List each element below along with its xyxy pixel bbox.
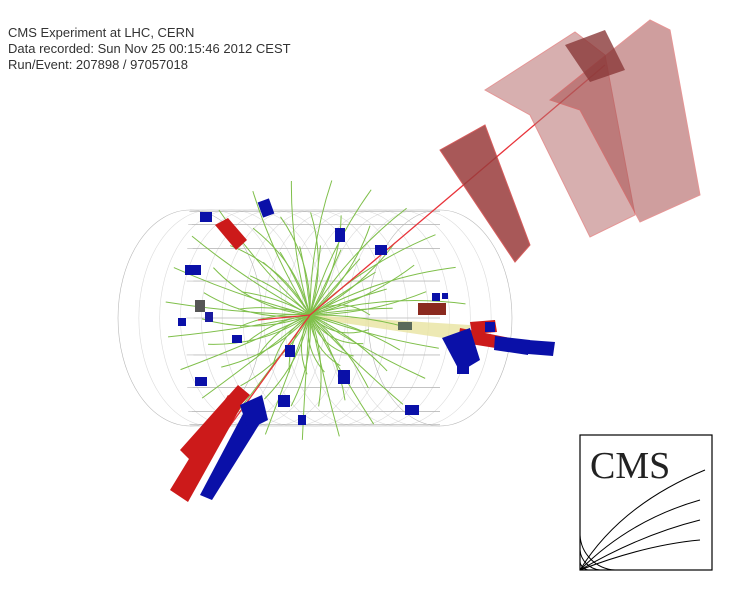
experiment-label: CMS Experiment at LHC, CERN (8, 25, 195, 40)
run-event-id: Run/Event: 207898 / 97057018 (8, 57, 188, 72)
jet-cone (310, 315, 470, 342)
event-info: CMS Experiment at LHC, CERN Data recorde… (8, 25, 291, 73)
cms-logo: CMS (579, 434, 713, 571)
muon-chambers (439, 19, 701, 263)
hcal-deposits (178, 198, 555, 500)
charged-tracks (165, 180, 466, 440)
recorded-date: Data recorded: Sun Nov 25 00:15:46 2012 … (8, 41, 291, 56)
detector-barrel (117, 209, 513, 427)
cms-logo-text: CMS (590, 445, 670, 487)
endcap-deposits (195, 300, 446, 330)
